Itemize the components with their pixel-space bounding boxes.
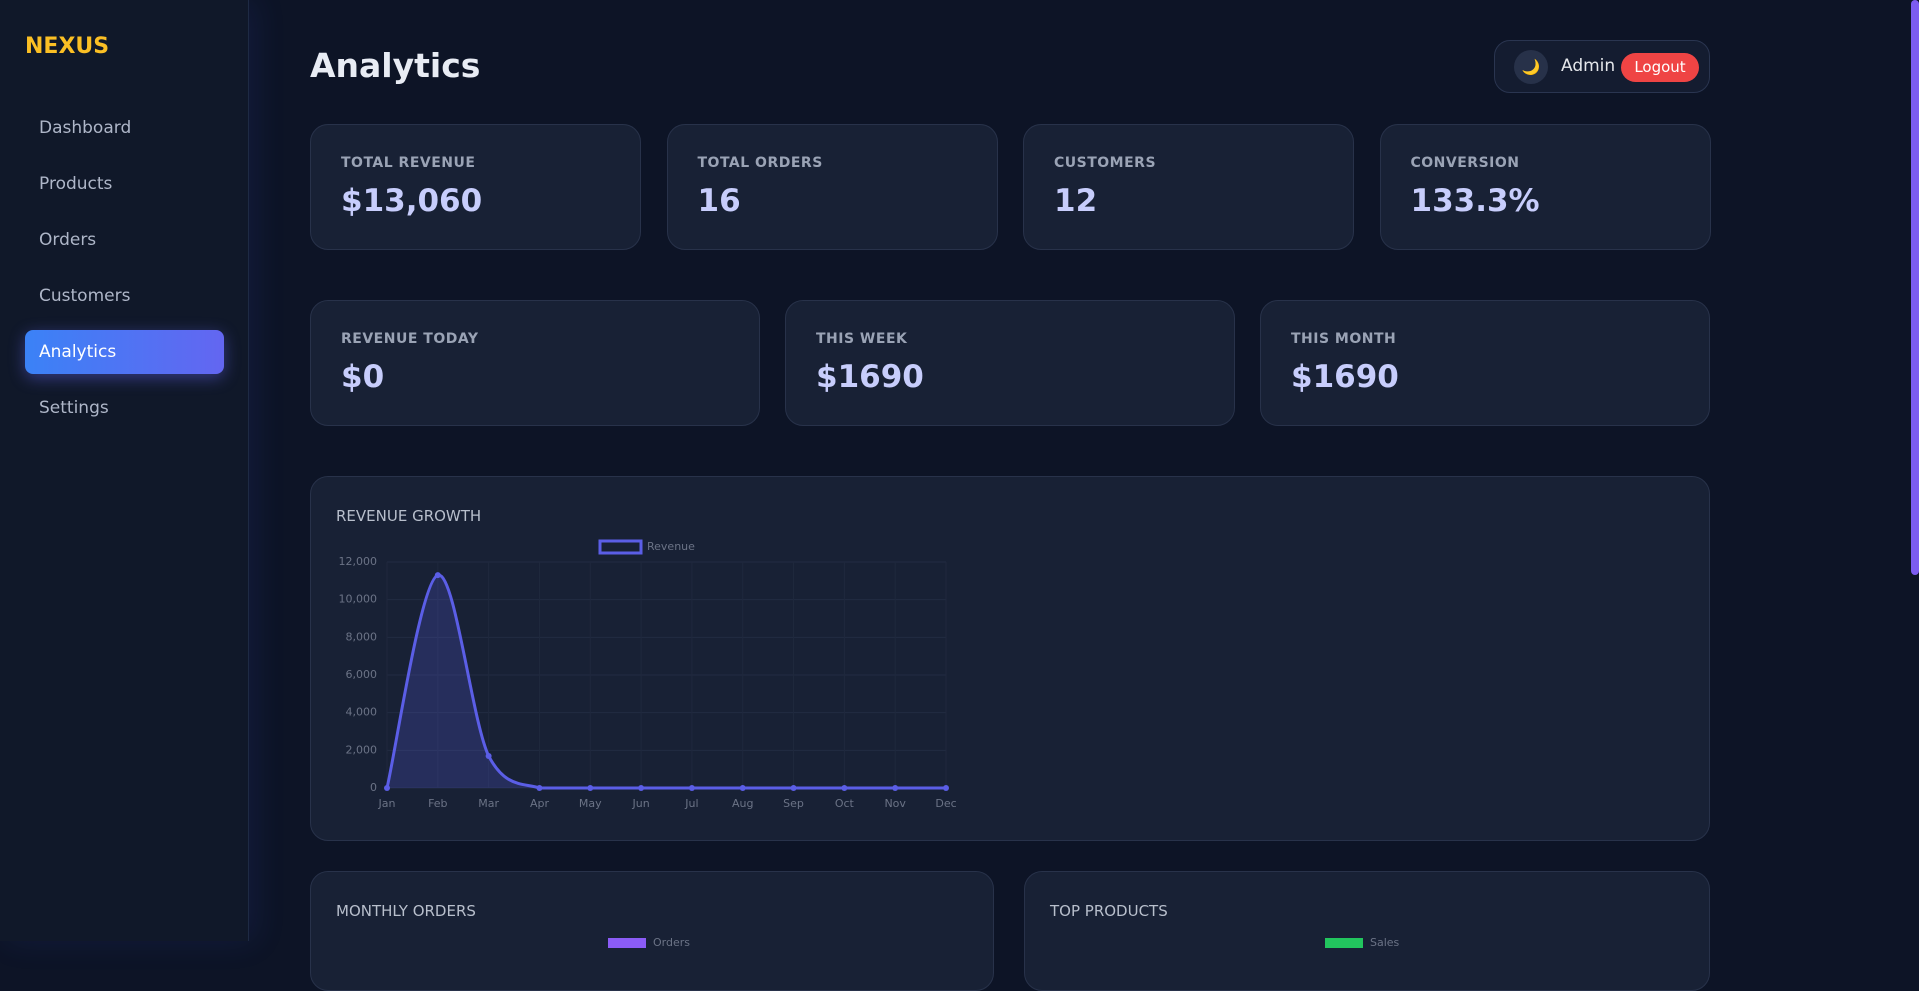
point <box>384 785 390 791</box>
stat-label: CUSTOMERS <box>1054 155 1157 171</box>
y-tick-label: 10,000 <box>339 593 378 606</box>
x-tick-label: Jan <box>378 797 396 810</box>
stat-value: 12 <box>1054 183 1098 219</box>
nav-item[interactable]: Analytics <box>25 330 224 374</box>
stat-card: CUSTOMERS 12 <box>1023 124 1354 250</box>
stat-card: TOTAL ORDERS 16 <box>666 124 998 250</box>
nav-item[interactable]: Orders <box>39 230 97 250</box>
legend-swatch <box>598 539 643 555</box>
chart-title: REVENUE GROWTH <box>336 507 482 525</box>
y-tick-label: 2,000 <box>346 743 378 756</box>
nav-item[interactable]: Customers <box>39 286 131 306</box>
y-tick-label: 12,000 <box>339 555 378 568</box>
stat-card: THIS MONTH $1690 <box>1260 300 1710 426</box>
stat-value: 16 <box>697 183 741 219</box>
nav-item[interactable]: Dashboard <box>39 118 132 138</box>
point <box>587 785 594 791</box>
legend-label: Revenue <box>647 540 695 553</box>
area <box>387 575 946 788</box>
x-tick-label: Jun <box>631 797 649 810</box>
x-tick-label: Dec <box>935 797 956 810</box>
chart-card: REVENUE GROWTH <box>310 476 1710 841</box>
nav-item[interactable]: Products <box>39 174 113 194</box>
point <box>841 785 848 791</box>
point <box>943 785 949 791</box>
stat-value: $13,060 <box>341 183 483 219</box>
x-tick-label: Nov <box>884 797 906 810</box>
stat-card: REVENUE TODAY $0 <box>310 300 760 426</box>
stat-card: CONVERSION 133.3% <box>1379 124 1711 250</box>
point <box>434 572 441 579</box>
stat-label: TOTAL ORDERS <box>697 155 823 171</box>
point <box>790 785 797 791</box>
stat-value: 133.3% <box>1410 183 1540 219</box>
stat-label: TOTAL REVENUE <box>341 155 476 171</box>
stat-value: $0 <box>341 359 385 395</box>
x-tick-label: Mar <box>478 797 499 810</box>
chart: 0 2,000 4,000 6,000 8,000 10,000 12,000 Jan Feb M… <box>339 539 957 810</box>
x-tick-label: Jul <box>684 797 698 810</box>
stat-card: TOTAL REVENUE $13,060 <box>310 124 641 250</box>
y-tick-label: 0 <box>370 781 377 794</box>
point <box>892 785 899 791</box>
y-tick-label: 4,000 <box>346 706 378 719</box>
user-name: Admin <box>1561 56 1616 76</box>
point <box>638 785 645 791</box>
brand: NEXUS <box>25 34 110 59</box>
point <box>688 785 695 791</box>
user-pill: 🌙 Admin Logout <box>1494 40 1710 93</box>
theme-toggle[interactable]: 🌙 <box>1514 50 1548 84</box>
stat-value: $1690 <box>1291 359 1399 395</box>
x-tick-label: Apr <box>530 797 550 810</box>
point <box>739 785 746 791</box>
stat-label: CONVERSION <box>1410 155 1520 171</box>
nav-item[interactable]: Settings <box>39 398 109 418</box>
x-tick-label: Sep <box>783 797 804 810</box>
logout-button[interactable]: Logout <box>1621 53 1699 82</box>
point <box>536 785 543 791</box>
panel-title: TOP PRODUCTS <box>1050 902 1168 920</box>
y-tick-label: 6,000 <box>346 668 378 681</box>
y-tick-label: 8,000 <box>346 630 378 643</box>
sidebar: NEXUS Dashboard Products Orders Customers An… <box>0 0 249 941</box>
stat-card: THIS WEEK $1690 <box>785 300 1235 426</box>
stat-label: REVENUE TODAY <box>341 331 479 347</box>
stat-label: THIS WEEK <box>816 331 908 347</box>
x-tick-label: Aug <box>732 797 753 810</box>
x-tick-label: Oct <box>835 797 855 810</box>
panel-title: MONTHLY ORDERS <box>336 902 476 920</box>
x-tick-label: May <box>579 797 602 810</box>
stat-value: $1690 <box>816 359 924 395</box>
page-title: Analytics <box>310 46 481 85</box>
scrollbar[interactable] <box>1911 0 1919 575</box>
x-tick-label: Feb <box>428 797 447 810</box>
stat-label: THIS MONTH <box>1291 331 1397 347</box>
point <box>485 752 492 759</box>
